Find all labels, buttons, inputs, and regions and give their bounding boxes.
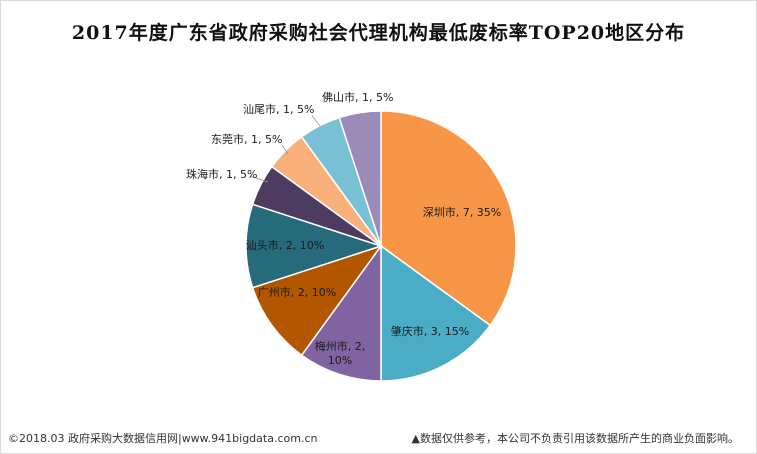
pie-slice-2 [380,244,492,382]
slice-label-1: 深圳市, 7, 35% [423,205,501,219]
slice-label-3: 梅州市, 2, 10% [315,339,366,367]
slice-label-8: 汕尾市, 1, 5% [243,102,314,116]
leader-line-6 [249,175,269,183]
slice-label-4: 广州市, 2, 10% [258,285,336,299]
slice-label-9: 佛山市, 1, 5% [322,90,393,104]
slice-label-6: 珠海市, 1, 5% [186,167,257,181]
footer-source: ©2018.03 政府采购大数据信用网|www.941bigdata.com.c… [8,432,318,445]
pie-slice-9 [338,110,382,247]
pie-slice-3 [300,243,382,382]
footer-disclaimer: ▲数据仅供参考，本公司不负责引用该数据所产生的商业负面影响。 [411,432,739,445]
leader-line-7 [281,144,289,155]
pie-slice-4 [251,244,383,357]
pie-labels: 深圳市, 7, 35% 肇庆市, 3, 15% 梅州市, 2, 10% 广州市, 2, … [186,90,501,367]
slice-label-2: 肇庆市, 3, 15% [391,324,469,338]
pie-slice-5 [245,203,384,289]
chart-title: 2017年度广东省政府采购社会代理机构最低废标率TOP20地区分布 [71,22,686,44]
leader-line-8 [311,115,321,127]
pie-slices [245,110,517,382]
pie-slice-1 [380,110,517,327]
slice-label-5: 汕头市, 2, 10% [246,238,324,252]
slice-label-7: 东莞市, 1, 5% [211,132,282,146]
